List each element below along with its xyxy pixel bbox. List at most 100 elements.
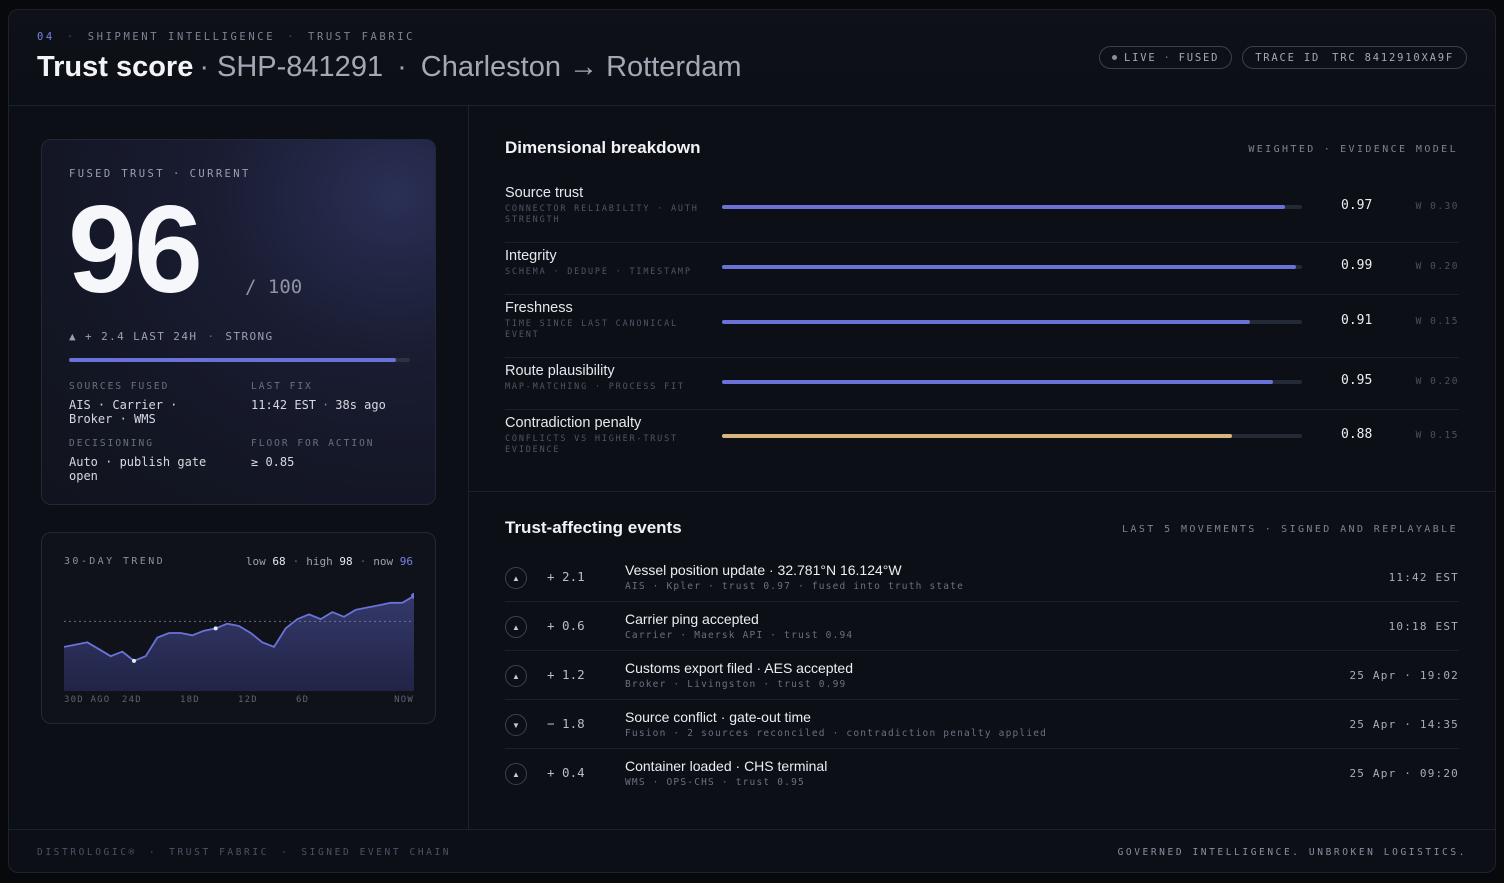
trend-point[interactable]: [401, 602, 403, 604]
trend-area: [64, 595, 414, 691]
trend-point[interactable]: [156, 636, 158, 638]
trend-point[interactable]: [249, 632, 251, 634]
trend-point[interactable]: [389, 602, 391, 604]
score-denominator: / 100: [245, 276, 303, 298]
floor-label: FLOOR FOR ACTION: [251, 438, 375, 449]
trend-point[interactable]: [144, 655, 146, 657]
dimensional-title: Dimensional breakdown: [505, 138, 701, 157]
trend-point[interactable]: [74, 643, 76, 645]
event-title: Container loaded · CHS terminal: [625, 758, 828, 774]
score-progress-fill: [69, 358, 397, 362]
breadcrumb-trust-fabric[interactable]: TRUST FABRIC: [308, 31, 416, 43]
score-delta: ▲ + 2.4 LAST 24H · STRONG: [69, 330, 274, 343]
event-row[interactable]: ▼ − 1.8 Source conflict · gate-out time Fus…: [505, 700, 1459, 749]
trend-point[interactable]: [168, 632, 170, 634]
card-label: FUSED TRUST · CURRENT: [69, 168, 251, 180]
trace-value: TRC 8412910XA9F: [1332, 51, 1454, 64]
evidence-model-label: EVIDENCE MODEL: [1340, 144, 1458, 155]
floor-value: ≥ 0.85: [251, 455, 295, 469]
last-fix-time: 11:42 EST: [251, 398, 317, 412]
dimension-row: Freshness TIME SINCE LAST CANONICAL EVENT…: [505, 295, 1459, 358]
arrow-up-icon: ▲: [505, 616, 527, 638]
dimension-name: Contradiction penalty: [505, 415, 642, 431]
trend-point[interactable]: [261, 641, 263, 643]
dimension-name: Route plausibility: [505, 363, 615, 379]
trace-id-badge[interactable]: TRACE ID TRC 8412910XA9F: [1242, 46, 1467, 69]
event-delta: − 1.8: [547, 716, 585, 731]
x-tick-label: 18D: [180, 695, 200, 705]
event-source: WMS · OPS-CHS · trust 0.95: [625, 777, 805, 788]
x-tick-label: 24D: [122, 695, 142, 705]
event-delta: + 1.2: [547, 667, 585, 682]
event-row[interactable]: ▲ + 0.4 Container loaded · CHS terminal WMS…: [505, 749, 1459, 798]
event-row[interactable]: ▲ + 1.2 Customs export filed · AES accepte…: [505, 651, 1459, 700]
fused-label: FUSED: [1178, 51, 1220, 64]
dimension-row: Source trust CONNECTOR RELIABILITY · AUTH…: [505, 180, 1459, 243]
dimension-name: Source trust: [505, 185, 584, 201]
event-time: 11:42 EST: [1388, 571, 1459, 584]
event-source: Carrier · Maersk API · trust 0.94: [625, 630, 854, 641]
route: Charleston → Rotterdam: [420, 51, 742, 83]
sources-fused: SOURCES FUSED AIS · Carrier · Broker · W…: [69, 380, 219, 426]
dimension-value: 0.97: [1341, 198, 1373, 213]
event-delta: + 0.4: [547, 765, 585, 780]
footer-signed-event-chain: SIGNED EVENT CHAIN: [301, 847, 452, 858]
dimension-weight: W 0.15: [1415, 430, 1459, 441]
footer-left: DISTROLOGIC® · TRUST FABRIC · SIGNED EVENT C…: [37, 847, 452, 858]
trend-point[interactable]: [284, 627, 286, 629]
last-movements-label: LAST 5 MOVEMENTS: [1122, 524, 1257, 535]
trend-point[interactable]: [331, 611, 333, 613]
x-tick-label: NOW: [394, 695, 414, 705]
event-title: Carrier ping accepted: [625, 611, 759, 627]
dimension-bar-fill: [722, 380, 1273, 384]
last-fix: LAST FIX 11:42 EST · 38s ago: [251, 381, 386, 412]
trend-point[interactable]: [226, 623, 228, 625]
trend-point[interactable]: [319, 618, 321, 620]
event-source: Fusion · 2 sources reconciled · contradi…: [625, 728, 1048, 739]
last-fix-label: LAST FIX: [251, 381, 313, 392]
trend-line: [64, 595, 414, 662]
score-progress-bar: [69, 358, 410, 362]
fused-trust-card: FUSED TRUST · CURRENT 96 / 100 ▲ + 2.4 LAS…: [41, 139, 436, 505]
events-title: Trust-affecting events: [505, 518, 682, 537]
event-source: Broker · Livingston · trust 0.99: [625, 679, 847, 690]
trend-point[interactable]: [86, 641, 88, 643]
trend-point[interactable]: [343, 616, 345, 618]
events-subtitle: LAST 5 MOVEMENTS · SIGNED AND REPLAYABLE: [1122, 524, 1458, 535]
event-delta: + 2.1: [547, 569, 585, 584]
trend-point[interactable]: [308, 613, 310, 615]
dimension-bar-fill: [722, 320, 1250, 324]
breadcrumb-shipment-intelligence[interactable]: SHIPMENT INTELLIGENCE: [87, 31, 276, 43]
dimension-row: Contradiction penalty CONFLICTS VS HIGHER…: [505, 410, 1459, 466]
trend-point[interactable]: [191, 634, 193, 636]
trend-point[interactable]: [203, 629, 205, 631]
high-label: high: [306, 555, 333, 568]
trend-point[interactable]: [121, 650, 123, 652]
event-title: Customs export filed · AES accepted: [625, 660, 853, 676]
now-label: now: [373, 555, 394, 568]
trend-point[interactable]: [109, 655, 111, 657]
trend-point[interactable]: [179, 632, 181, 634]
trend-point[interactable]: [411, 592, 414, 599]
trend-point[interactable]: [132, 658, 136, 663]
trend-chart[interactable]: [64, 575, 414, 691]
event-row[interactable]: ▲ + 2.1 Vessel position update · 32.781°N …: [505, 553, 1459, 602]
trend-point[interactable]: [378, 604, 380, 606]
trend-point[interactable]: [354, 609, 356, 611]
signed-replayable-label: SIGNED AND REPLAYABLE: [1281, 524, 1458, 535]
trend-point[interactable]: [273, 646, 275, 648]
trend-point[interactable]: [98, 648, 100, 650]
event-time: 25 Apr · 09:20: [1349, 767, 1459, 780]
header: 04 · SHIPMENT INTELLIGENCE · TRUST FABRIC Tr…: [9, 10, 1495, 106]
dimension-description: CONNECTOR RELIABILITY · AUTH STRENGTH: [505, 204, 699, 225]
footer-trust-fabric: TRUST FABRIC: [169, 847, 270, 858]
arrow-up-icon: ▲: [505, 763, 527, 785]
event-row[interactable]: ▲ + 0.6 Carrier ping accepted Carrier · Mae…: [505, 602, 1459, 651]
trend-point[interactable]: [366, 606, 368, 608]
trend-point[interactable]: [238, 625, 240, 627]
trend-point[interactable]: [213, 626, 218, 631]
x-tick-label: 30D AGO: [64, 695, 111, 705]
brand-name: DISTROLOGIC®: [37, 847, 137, 858]
dimensional-subtitle: WEIGHTED · EVIDENCE MODEL: [1248, 144, 1458, 155]
trend-point[interactable]: [296, 618, 298, 620]
